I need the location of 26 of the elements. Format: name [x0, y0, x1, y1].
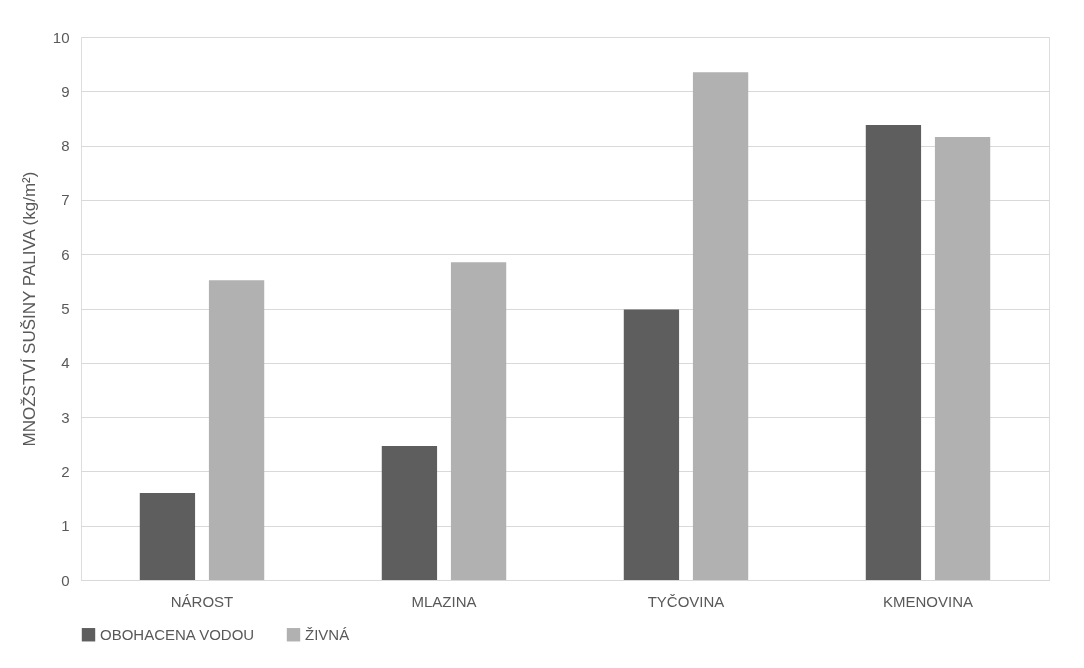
y-tick-label: 4 — [61, 354, 70, 372]
bar — [208, 280, 265, 580]
bar — [865, 124, 922, 580]
bar — [381, 445, 438, 580]
y-tick-label: 2 — [61, 462, 70, 480]
y-tick-label: 10 — [52, 28, 70, 46]
bar — [623, 309, 680, 580]
legend-label: ŽIVNÁ — [305, 625, 350, 643]
bar — [139, 493, 196, 580]
legend-label: OBOHACENA VODOU — [100, 625, 255, 643]
y-tick-label: 8 — [61, 137, 70, 155]
y-tick-label: 1 — [61, 517, 70, 535]
y-tick-label: 0 — [61, 571, 70, 589]
y-tick-label: 5 — [61, 300, 70, 317]
x-tick-label: NÁROST — [170, 592, 234, 610]
y-tick-label: 6 — [61, 245, 70, 263]
y-tick-label: 9 — [61, 82, 70, 100]
y-axis-title: MNOŽSTVÍ SUŠINY PALIVA (kg/m²) — [19, 171, 39, 447]
x-tick-label: MLAZINA — [411, 592, 477, 610]
x-tick-label: TYČOVINA — [647, 592, 725, 610]
x-tick-label: KMENOVINA — [882, 592, 974, 610]
y-tick-label: 3 — [61, 408, 70, 426]
bar — [450, 262, 507, 580]
y-tick-label: 7 — [61, 191, 70, 209]
bar — [934, 136, 991, 580]
bar — [692, 72, 749, 580]
